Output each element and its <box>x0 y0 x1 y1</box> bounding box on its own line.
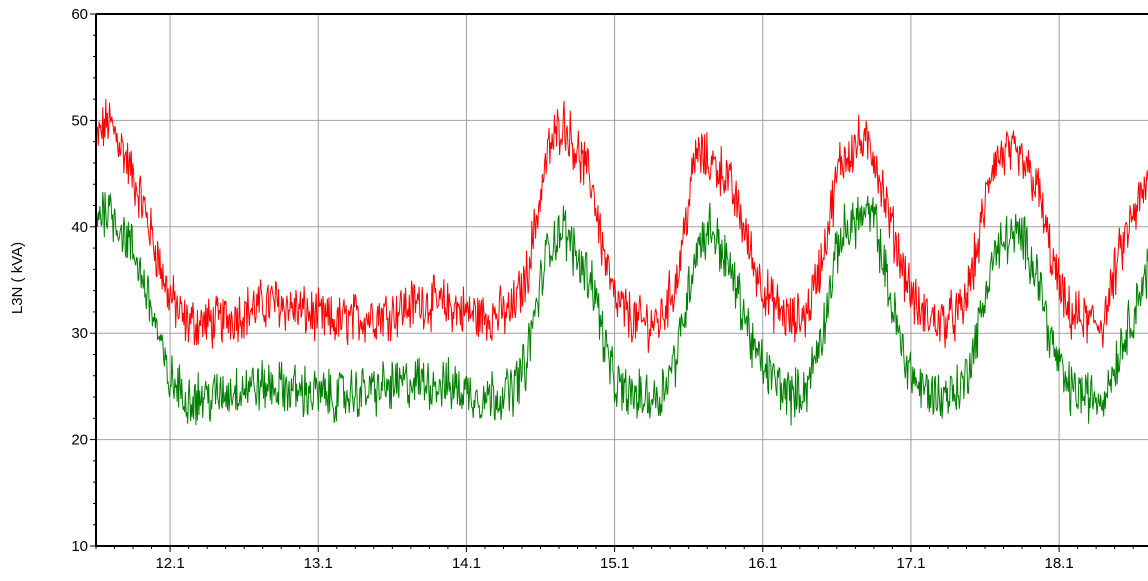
x-tick-label: 14.1 <box>452 555 481 572</box>
y-tick-label: 30 <box>71 325 88 342</box>
y-tick-label: 20 <box>71 432 88 449</box>
x-tick-label: 16.1 <box>748 555 777 572</box>
x-tick-label: 13.1 <box>304 555 333 572</box>
x-tick-label: 17.1 <box>896 555 925 572</box>
y-tick-label: 40 <box>71 219 88 236</box>
x-tick-label: 12.1 <box>155 555 184 572</box>
grid <box>96 14 1148 546</box>
tick-labels: 10 20 30 40 50 60 12.1 13.1 14.1 15.1 16.1 17.1 18.1 <box>71 6 1073 572</box>
y-tick-label: 60 <box>71 6 88 23</box>
axes <box>90 13 1148 552</box>
y-tick-label: 50 <box>71 112 88 129</box>
series-line-1 <box>95 99 1148 353</box>
y-tick-label: 10 <box>71 538 88 555</box>
series-line-2 <box>95 191 1148 426</box>
x-tick-label: 18.1 <box>1044 555 1073 572</box>
series-group <box>95 99 1148 426</box>
y-axis-label: L3N ( kVA) <box>9 242 26 314</box>
x-tick-label: 15.1 <box>600 555 629 572</box>
